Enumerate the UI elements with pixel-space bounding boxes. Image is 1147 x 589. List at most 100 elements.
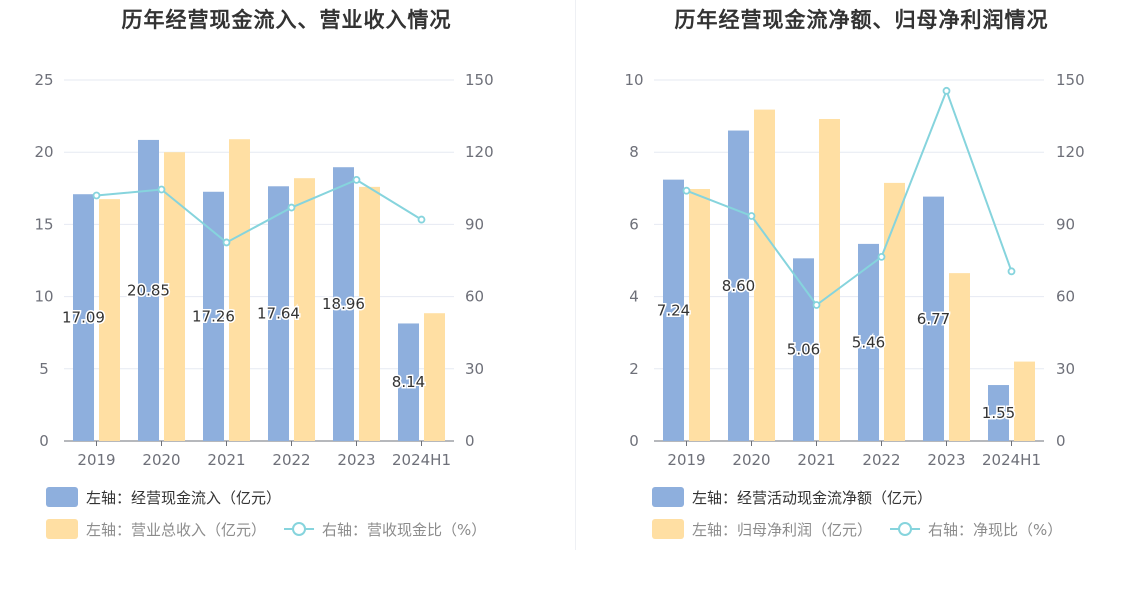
bar-primary [138,139,159,441]
legend-label: 左轴：营业总收入（亿元） [86,521,266,539]
y-right-tick-label: 30 [1056,360,1075,378]
legend-label: 左轴：归母净利润（亿元） [692,521,872,539]
y-left-tick-label: 8 [629,143,639,161]
x-tick-label: 2021 [797,451,835,469]
bar-primary [988,385,1009,441]
bar-primary [268,186,289,441]
y-right-tick-label: 60 [465,288,484,306]
y-left-tick-label: 4 [629,288,639,306]
y-left-tick-label: 15 [34,215,53,233]
y-left-tick-label: 0 [629,432,639,450]
y-right-tick-label: 150 [465,71,494,89]
bar-data-label: 17.64 [257,305,300,323]
x-tick-label: 2023 [337,451,375,469]
chart-canvas: 0 2 4 6 8 10 0 30 60 90 120 150 2019 7.24 2020 8.60 2021… [624,71,1085,539]
bar-secondary [884,182,905,441]
ratio-point [222,238,231,247]
ratio-point [942,86,951,95]
legend-swatch-primary [46,487,78,507]
y-left-tick-label: 25 [34,71,53,89]
ratio-line [686,87,1013,307]
y-right-tick-label: 0 [465,432,475,450]
y-left-tick-label: 10 [624,71,643,89]
bar-secondary [99,199,120,441]
x-tick-label: 2022 [272,451,310,469]
bar-primary [73,194,94,441]
bar-data-label: 5.46 [852,333,885,351]
y-left-tick-label: 2 [629,360,639,378]
ratio-point [682,186,691,195]
chart-title: 历年经营现金流净额、归母净利润情况 [674,8,1049,32]
legend-swatch-secondary [46,519,78,539]
panel-divider [575,0,576,550]
bar-primary [203,191,224,441]
bar-data-label: 8.60 [722,277,755,295]
ratio-point [877,252,886,261]
bar-primary [793,258,814,441]
bar-data-label: 6.77 [917,310,950,328]
bar-primary [398,323,419,441]
ratio-point [287,203,296,212]
y-right-tick-label: 60 [1056,288,1075,306]
legend-line-marker [898,522,913,536]
ratio-point [157,185,166,194]
chart-panel-cashflow-revenue: 历年经营现金流入、营业收入情况 0 5 10 15 20 25 0 30 60 90 120 150 2… [0,0,573,589]
y-right-tick-label: 150 [1056,71,1085,89]
bar-primary [333,167,354,442]
x-tick-label: 2022 [862,451,900,469]
ratio-point [92,191,101,200]
bar-primary [663,179,684,442]
bar-secondary [1014,361,1035,441]
y-left-tick-label: 20 [34,143,53,161]
ratio-point [812,301,821,309]
y-left-tick-label: 10 [34,288,53,306]
x-tick-label: 2020 [142,451,180,469]
bar-data-label: 17.26 [192,307,235,325]
bar-data-label: 8.14 [392,373,425,391]
legend-swatch-secondary [652,519,684,539]
bar-primary [923,196,944,441]
y-left-tick-label: 5 [39,360,49,378]
bar-data-label: 20.85 [127,281,170,299]
bar-secondary [754,109,775,442]
legend-swatch-primary [652,487,684,507]
bar-secondary [359,186,380,441]
y-left-tick-label: 6 [629,215,639,233]
bar-data-label: 7.24 [657,301,690,319]
legend-label: 左轴：经营现金流入（亿元） [86,489,281,507]
y-right-tick-label: 90 [1056,215,1075,233]
y-right-tick-label: 120 [1056,143,1085,161]
y-left-tick-label: 0 [39,432,49,450]
bar-primary [858,243,879,441]
legend-label: 左轴：经营活动现金流净额（亿元） [692,489,932,507]
bar-secondary [164,152,185,441]
legend-line-marker [292,522,307,536]
chart-title: 历年经营现金流入、营业收入情况 [121,8,452,32]
bar-data-label: 17.09 [62,309,105,327]
x-tick-label: 2021 [207,451,245,469]
x-tick-label: 2019 [77,451,115,469]
chart-panel-netcash-profit: 历年经营现金流净额、归母净利润情况 0 2 4 6 8 10 0 30 60 90 120 150 20… [575,0,1147,589]
y-right-tick-label: 30 [465,360,484,378]
bar-data-label: 1.55 [982,404,1015,422]
bar-secondary [689,189,710,441]
x-tick-label: 2020 [732,451,770,469]
y-right-tick-label: 0 [1056,432,1066,450]
bar-secondary [819,118,840,441]
bar-secondary [949,273,970,441]
ratio-point [417,215,426,224]
bar-secondary [294,178,315,441]
x-tick-label: 2019 [667,451,705,469]
y-right-tick-label: 90 [465,215,484,233]
y-right-tick-label: 120 [465,143,494,161]
ratio-line [96,178,423,244]
bar-secondary [424,313,445,441]
x-tick-label: 2024H1 [982,451,1041,469]
bar-data-label: 18.96 [322,295,365,313]
legend-label: 右轴：净现比（%） [928,521,1062,539]
ratio-point [352,175,361,184]
x-tick-label: 2024H1 [392,451,451,469]
ratio-point [747,212,756,220]
x-tick-label: 2023 [927,451,965,469]
ratio-point [1007,267,1016,276]
